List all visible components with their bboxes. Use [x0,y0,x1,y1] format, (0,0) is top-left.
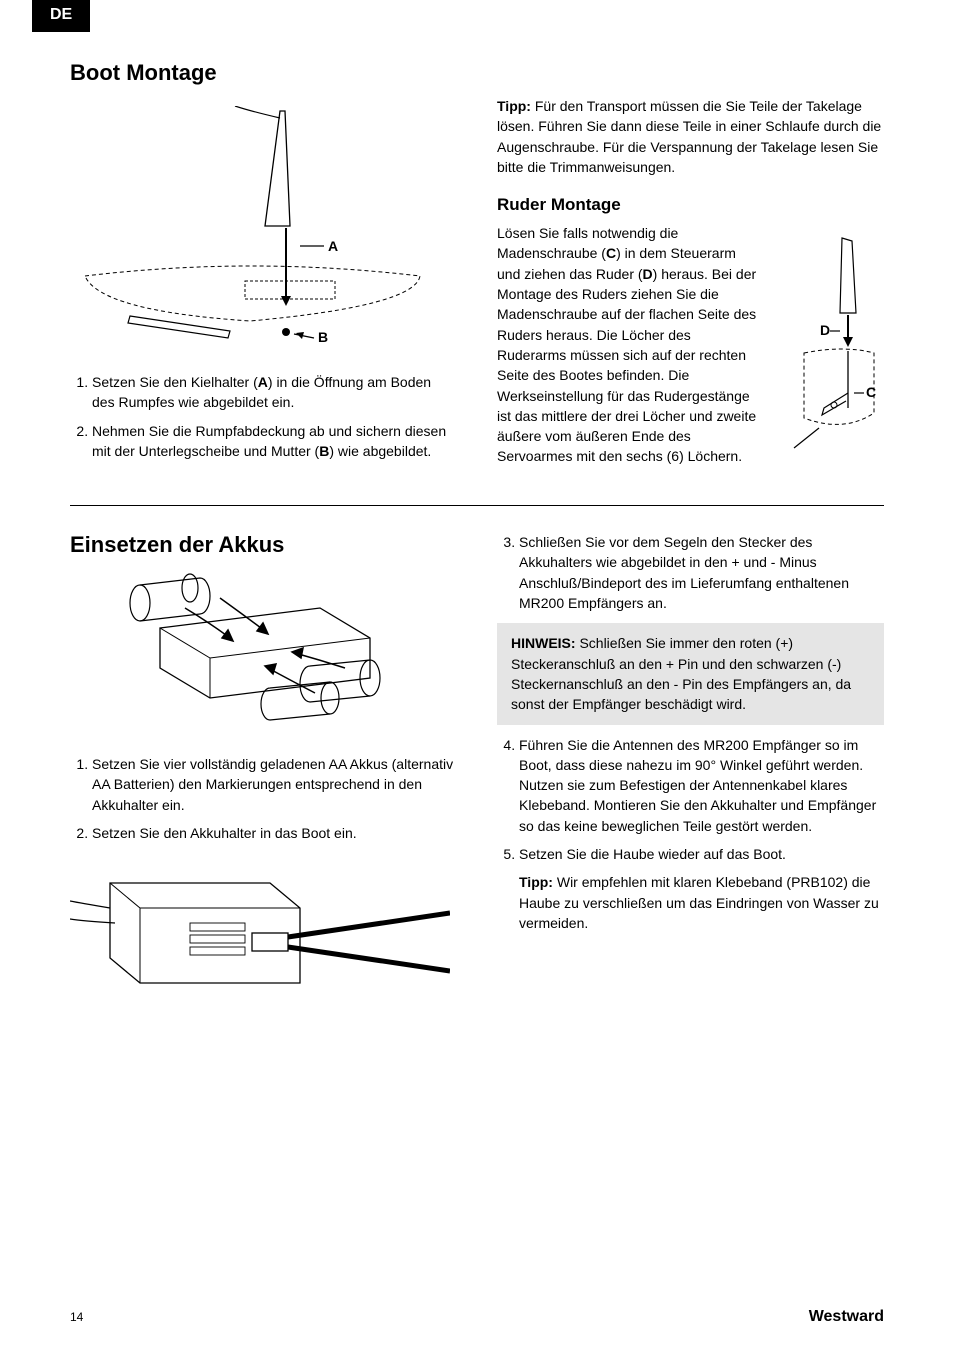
page-footer: 14 Westward [70,1308,884,1326]
tip-tape: Tipp: Wir empfehlen mit klaren Klebeband… [519,872,884,933]
akku-step-5: Setzen Sie die Haube wieder auf das Boot… [519,844,884,864]
boot-step-2: Nehmen Sie die Rumpfabdeckung ab und sic… [92,421,457,462]
fig-label-b: B [318,329,328,345]
section-akkus-title: Einsetzen der Akkus [70,532,457,558]
boot-montage-right-col: Tipp: Für den Transport müssen die Sie T… [497,96,884,479]
section-boot-montage-columns: A B Setzen Sie den Kielhalter (A) in die… [70,96,884,479]
akkus-right-steps: Schließen Sie vor dem Segeln den Stecker… [497,532,884,613]
akkus-right-col: Schließen Sie vor dem Segeln den Stecker… [497,532,884,1019]
boot-step-1: Setzen Sie den Kielhalter (A) in die Öff… [92,372,457,413]
tip-text: Für den Transport müssen die Sie Teile d… [497,98,881,175]
brand-name: Westward [809,1308,884,1326]
akkus-left-col: Einsetzen der Akkus [70,532,457,1019]
section-divider [70,505,884,506]
fig-label-a: A [328,238,338,254]
ruder-montage-title: Ruder Montage [497,195,884,215]
section-boot-montage-title: Boot Montage [70,60,884,86]
hinweis-box: HINWEIS: Schließen Sie immer den roten (… [497,623,884,724]
tip-label: Tipp: [497,98,531,114]
fig-label-d: D [820,322,830,338]
boot-montage-steps: Setzen Sie den Kielhalter (A) in die Öff… [70,372,457,461]
ruder-text: Lösen Sie falls notwendig die Madenschra… [497,223,762,479]
figure-battery-holder [70,568,457,738]
receiver-plug-svg [70,853,450,1003]
rudder-diagram-svg: D C [774,233,884,463]
section-akkus-columns: Einsetzen der Akkus [70,532,884,1019]
figure-rudder: D C [774,233,884,463]
keel-diagram-svg: A B [70,106,430,356]
boot-montage-left-col: A B Setzen Sie den Kielhalter (A) in die… [70,96,457,479]
akku-step-1: Setzen Sie vier vollständig geladenen AA… [92,754,457,815]
tip2-label: Tipp: [519,874,553,890]
figure-receiver-plug [70,853,457,1003]
akkus-right-steps-cont: Führen Sie die Antennen des MR200 Empfän… [497,735,884,865]
akku-step-2: Setzen Sie den Akkuhalter in das Boot ei… [92,823,457,843]
battery-holder-svg [70,568,430,738]
tip2-text: Wir empfehlen mit klaren Klebeband (PRB1… [519,874,879,931]
page-number: 14 [70,1310,83,1324]
transport-tip: Tipp: Für den Transport müssen die Sie T… [497,96,884,177]
ruder-row: Lösen Sie falls notwendig die Madenschra… [497,223,884,479]
akkus-left-steps: Setzen Sie vier vollständig geladenen AA… [70,754,457,843]
akku-step-4: Führen Sie die Antennen des MR200 Empfän… [519,735,884,836]
akku-step-3: Schließen Sie vor dem Segeln den Stecker… [519,532,884,613]
language-badge: DE [32,0,90,32]
figure-keel-assembly: A B [70,106,457,356]
hinweis-label: HINWEIS: [511,635,576,651]
page-content: Boot Montage A [0,0,954,1059]
fig-label-c: C [866,384,876,400]
